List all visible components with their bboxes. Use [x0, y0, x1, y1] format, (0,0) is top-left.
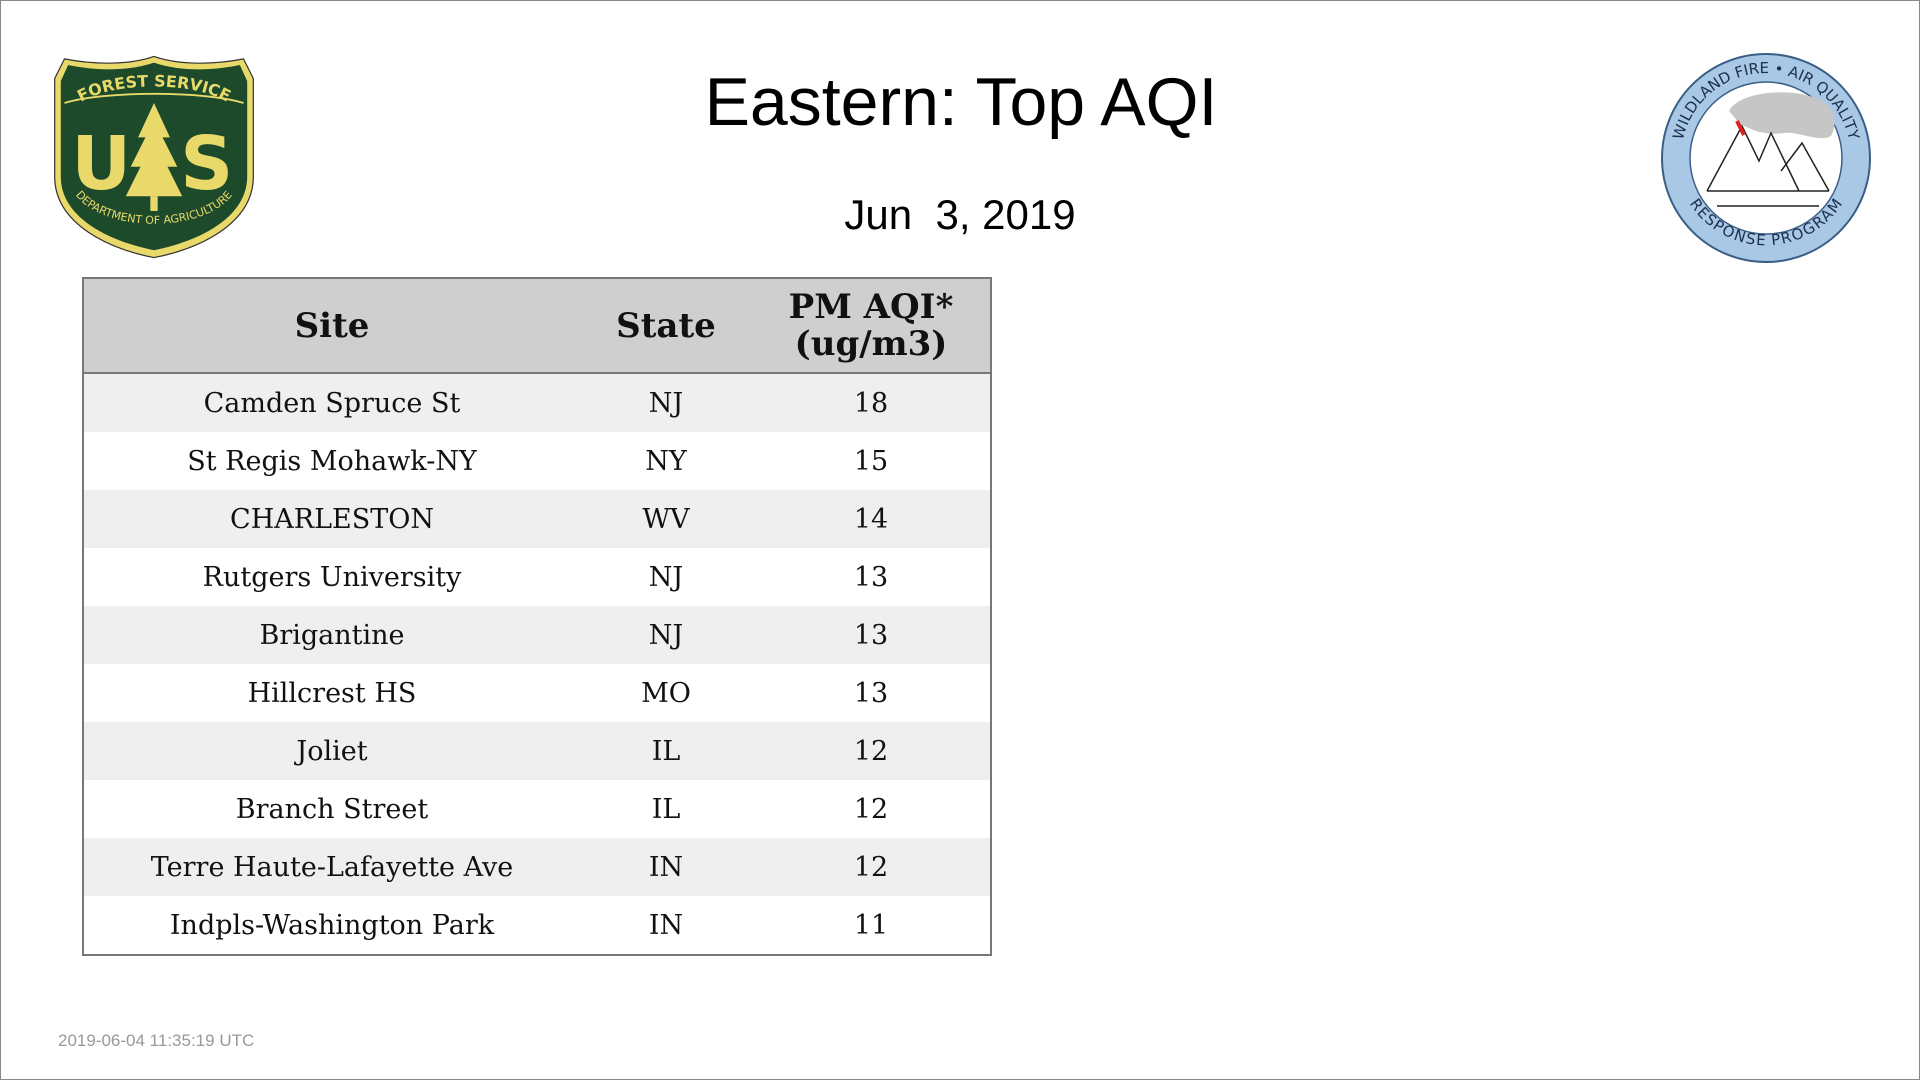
timestamp: 2019-06-04 11:35:19 UTC [58, 1031, 255, 1050]
table-row: St Regis Mohawk-NY NY 15 [84, 432, 990, 490]
table-row: Brigantine NJ 13 [84, 606, 990, 664]
table-cell: 13 [853, 619, 889, 651]
table-cell: Brigantine [259, 619, 405, 651]
table-cell: IN [648, 851, 684, 883]
table-cell: IL [651, 793, 681, 825]
table-row: Indpls-Washington Park IN 11 [84, 896, 990, 954]
table-cell: Terre Haute-Lafayette Ave [150, 851, 514, 883]
table-cell: IN [648, 909, 684, 941]
table-cell: NJ [648, 561, 684, 593]
table-cell: 13 [853, 561, 889, 593]
logo-letter: S [180, 122, 233, 207]
table-cell: NY [645, 445, 687, 477]
table-cell: 15 [853, 445, 889, 477]
header-row: Site State PM AQI* (ug/m3) [84, 279, 990, 374]
table-cell: Branch Street [235, 793, 429, 825]
table: Site State PM AQI* (ug/m3) Camden Spruce St… [82, 277, 992, 956]
table-cell: 18 [853, 387, 889, 419]
table-cell: Rutgers University [202, 561, 462, 593]
table-cell: 13 [853, 677, 889, 709]
table-cell: St Regis Mohawk-NY [187, 445, 477, 477]
forest-service-logo: FOREST SERVICE U S DEPARTMENT OF AGRICUL… [54, 55, 254, 259]
table-row: Camden Spruce St NJ 18 [84, 374, 990, 432]
table-row: Rutgers University NJ 13 [84, 548, 990, 606]
table-cell: Joliet [296, 735, 368, 767]
table-cell: 14 [853, 503, 889, 535]
table-cell: MO [641, 677, 691, 709]
column-header: State [616, 305, 716, 346]
logo-letter: U [71, 122, 131, 207]
column-header: PM AQI* (ug/m3) [788, 286, 954, 364]
table-cell: Indpls-Washington Park [169, 909, 495, 941]
table-row: CHARLESTON WV 14 [84, 490, 990, 548]
table-cell: WV [642, 503, 690, 535]
column-header: Site [294, 305, 370, 346]
date: Jun 3, 2019 [844, 191, 1076, 238]
table-cell: NJ [648, 619, 684, 651]
table-cell: IL [651, 735, 681, 767]
table-row: Terre Haute-Lafayette Ave IN 12 [84, 838, 990, 896]
table-cell: 12 [853, 793, 889, 825]
title: Eastern: Top AQI [704, 64, 1218, 140]
table-row: Branch Street IL 12 [84, 780, 990, 838]
table-row: Hillcrest HS MO 13 [84, 664, 990, 722]
table-cell: CHARLESTON [230, 503, 434, 535]
table-cell: Hillcrest HS [247, 677, 417, 709]
wildland-fire-logo: WILDLAND FIRE • AIR QUALITY RESPONSE PRO… [1661, 53, 1871, 263]
table-cell: 12 [853, 851, 889, 883]
table-cell: NJ [648, 387, 684, 419]
table-row: Joliet IL 12 [84, 722, 990, 780]
table-cell: 12 [853, 735, 889, 767]
table-cell: 11 [853, 909, 889, 941]
table-cell: Camden Spruce St [203, 387, 461, 419]
